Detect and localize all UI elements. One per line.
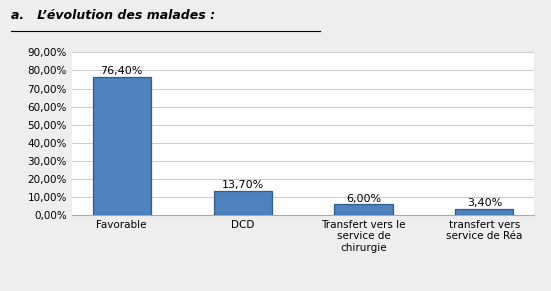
Text: 3,40%: 3,40% (467, 198, 502, 208)
Text: 76,40%: 76,40% (100, 66, 143, 76)
Bar (334, 205, 392, 215)
Text: a.   L’évolution des malades :: a. L’évolution des malades : (11, 9, 215, 22)
Text: 13,70%: 13,70% (222, 180, 264, 190)
Bar (93, 77, 151, 215)
Bar (214, 191, 272, 215)
Bar (455, 209, 514, 215)
Text: 6,00%: 6,00% (346, 194, 381, 204)
